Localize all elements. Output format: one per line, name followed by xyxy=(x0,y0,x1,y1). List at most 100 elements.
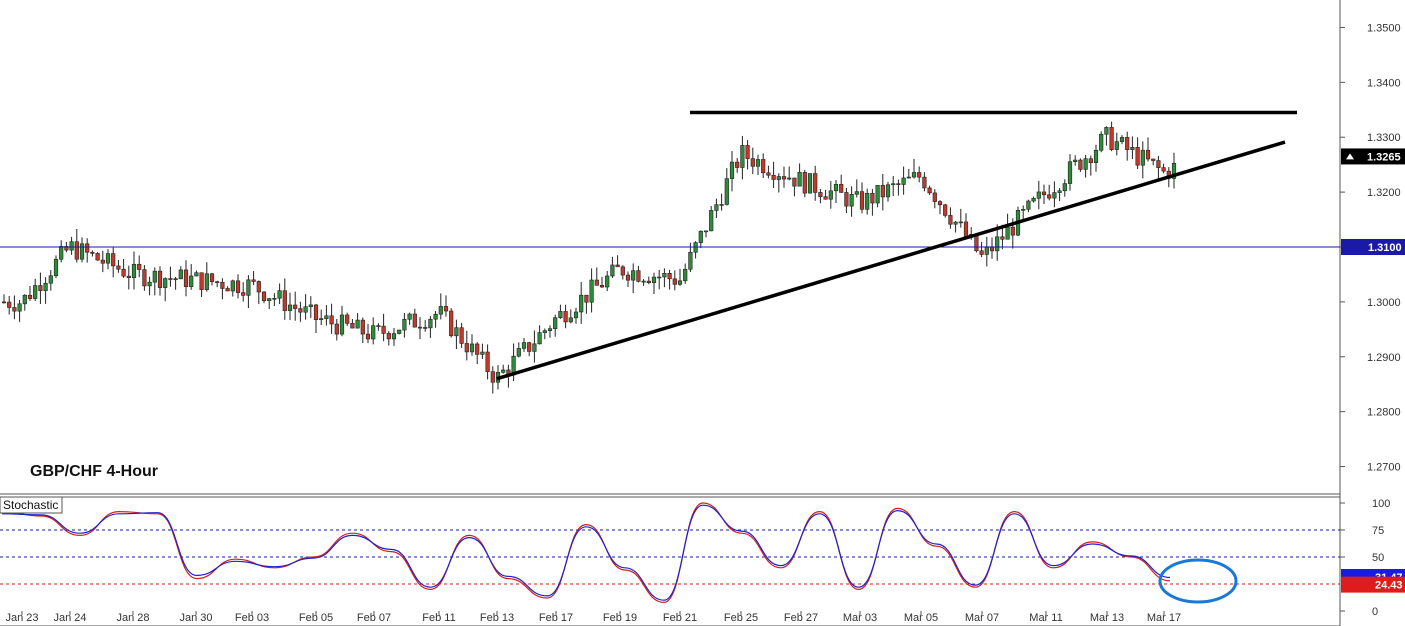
stochastic-title-box xyxy=(0,496,63,514)
panel-frames xyxy=(0,0,1341,626)
candle-body xyxy=(449,310,454,337)
candle-body xyxy=(1078,159,1083,170)
candle-body xyxy=(521,342,527,349)
candle-body xyxy=(183,269,189,287)
candle-body xyxy=(111,253,116,267)
time-tick-label: Feb 11 xyxy=(422,612,455,624)
horizontal-level-box xyxy=(1341,239,1405,255)
candle-body xyxy=(724,178,729,205)
candle-body xyxy=(371,325,376,340)
candle-body xyxy=(220,281,225,289)
candle-body xyxy=(1114,141,1119,150)
horizontal-level-label: 1.3100 xyxy=(1368,242,1402,254)
candle-body xyxy=(885,184,891,198)
time-tick-label: Mar 17 xyxy=(1147,612,1181,624)
candle-body xyxy=(443,306,449,312)
candle-body xyxy=(651,276,657,284)
candle-body xyxy=(745,145,750,159)
candle-body xyxy=(1171,163,1177,179)
candle-body xyxy=(729,161,735,179)
stochastic-value-box xyxy=(1341,576,1405,593)
candle-body xyxy=(251,279,256,282)
candle-body xyxy=(641,280,646,283)
candle-body xyxy=(1000,236,1005,240)
candle-body xyxy=(532,343,537,352)
candle-body xyxy=(579,294,584,313)
candle-body xyxy=(33,285,38,299)
candle-body xyxy=(459,327,464,344)
candle-body xyxy=(849,193,854,207)
candle-body xyxy=(927,187,932,194)
candle-body xyxy=(209,273,215,282)
candle-body xyxy=(194,272,199,277)
candle-body xyxy=(594,279,599,286)
candle-body xyxy=(683,268,688,282)
candle-body xyxy=(428,318,433,329)
current-price-marker-icon xyxy=(1346,153,1354,160)
candle-body xyxy=(776,176,781,180)
price-tick-label: 1.3300 xyxy=(1367,132,1401,144)
candle-body xyxy=(173,278,178,280)
stochastic-axis: 100 75 50 0 xyxy=(1340,498,1390,618)
time-tick-label: Feb 17 xyxy=(539,612,573,624)
candle-body xyxy=(599,285,605,288)
candle-body xyxy=(282,290,287,311)
candle-body xyxy=(90,251,95,254)
time-tick-label: Feb 03 xyxy=(235,612,269,624)
candle-body xyxy=(267,298,272,302)
candle-body xyxy=(880,184,885,198)
candle-body xyxy=(480,351,485,355)
candle-body xyxy=(121,268,126,277)
price-tick-label: 1.3000 xyxy=(1367,297,1401,309)
candle-body xyxy=(397,329,402,334)
candle-body xyxy=(334,323,339,335)
candle-body xyxy=(823,196,828,200)
candle-body xyxy=(27,294,33,299)
candle-body xyxy=(38,285,43,292)
candle-body xyxy=(360,319,365,335)
candle-body xyxy=(984,246,989,255)
candle-body xyxy=(189,275,194,287)
candle-body xyxy=(298,308,303,313)
candle-body xyxy=(740,145,745,168)
candle-body xyxy=(355,319,360,329)
time-tick-label: Feb 27 xyxy=(784,612,818,624)
current-price-box xyxy=(1341,148,1405,165)
candle-body xyxy=(797,172,802,187)
candle-body xyxy=(417,326,423,329)
candle-body xyxy=(1088,158,1093,164)
candle-body xyxy=(1021,209,1026,211)
candle-body xyxy=(516,348,521,357)
time-tick-label: Feb 19 xyxy=(603,612,637,624)
stochastic-title: Stochastic xyxy=(3,498,58,512)
candle-body xyxy=(199,272,204,290)
candle-body xyxy=(937,201,943,206)
candle-body xyxy=(605,275,610,288)
candle-body xyxy=(1062,183,1067,192)
candle-body xyxy=(553,317,558,329)
price-tick-label: 1.2900 xyxy=(1367,352,1401,364)
candle-body xyxy=(870,193,875,204)
time-tick-label: Feb 05 xyxy=(299,612,333,624)
candle-body xyxy=(22,294,27,305)
candle-body xyxy=(703,230,709,233)
candle-body xyxy=(1041,191,1047,196)
candle-body xyxy=(1130,147,1135,150)
candle-body xyxy=(1099,133,1104,151)
candle-body xyxy=(906,176,911,179)
candle-body xyxy=(272,297,277,300)
candle-body xyxy=(168,278,173,280)
candle-body xyxy=(995,236,1000,252)
price-tick-label: 1.3400 xyxy=(1367,77,1401,89)
candle-body xyxy=(901,177,906,185)
candle-body xyxy=(1140,149,1145,166)
price-tick-label: 1.2700 xyxy=(1367,462,1401,474)
candle-body xyxy=(677,280,683,285)
candle-body xyxy=(568,317,573,323)
candle-body xyxy=(865,193,870,210)
candle-body xyxy=(308,304,313,307)
stochastic-tick-label: 75 xyxy=(1372,525,1384,537)
candle-body xyxy=(79,243,85,260)
candle-body xyxy=(761,159,766,174)
